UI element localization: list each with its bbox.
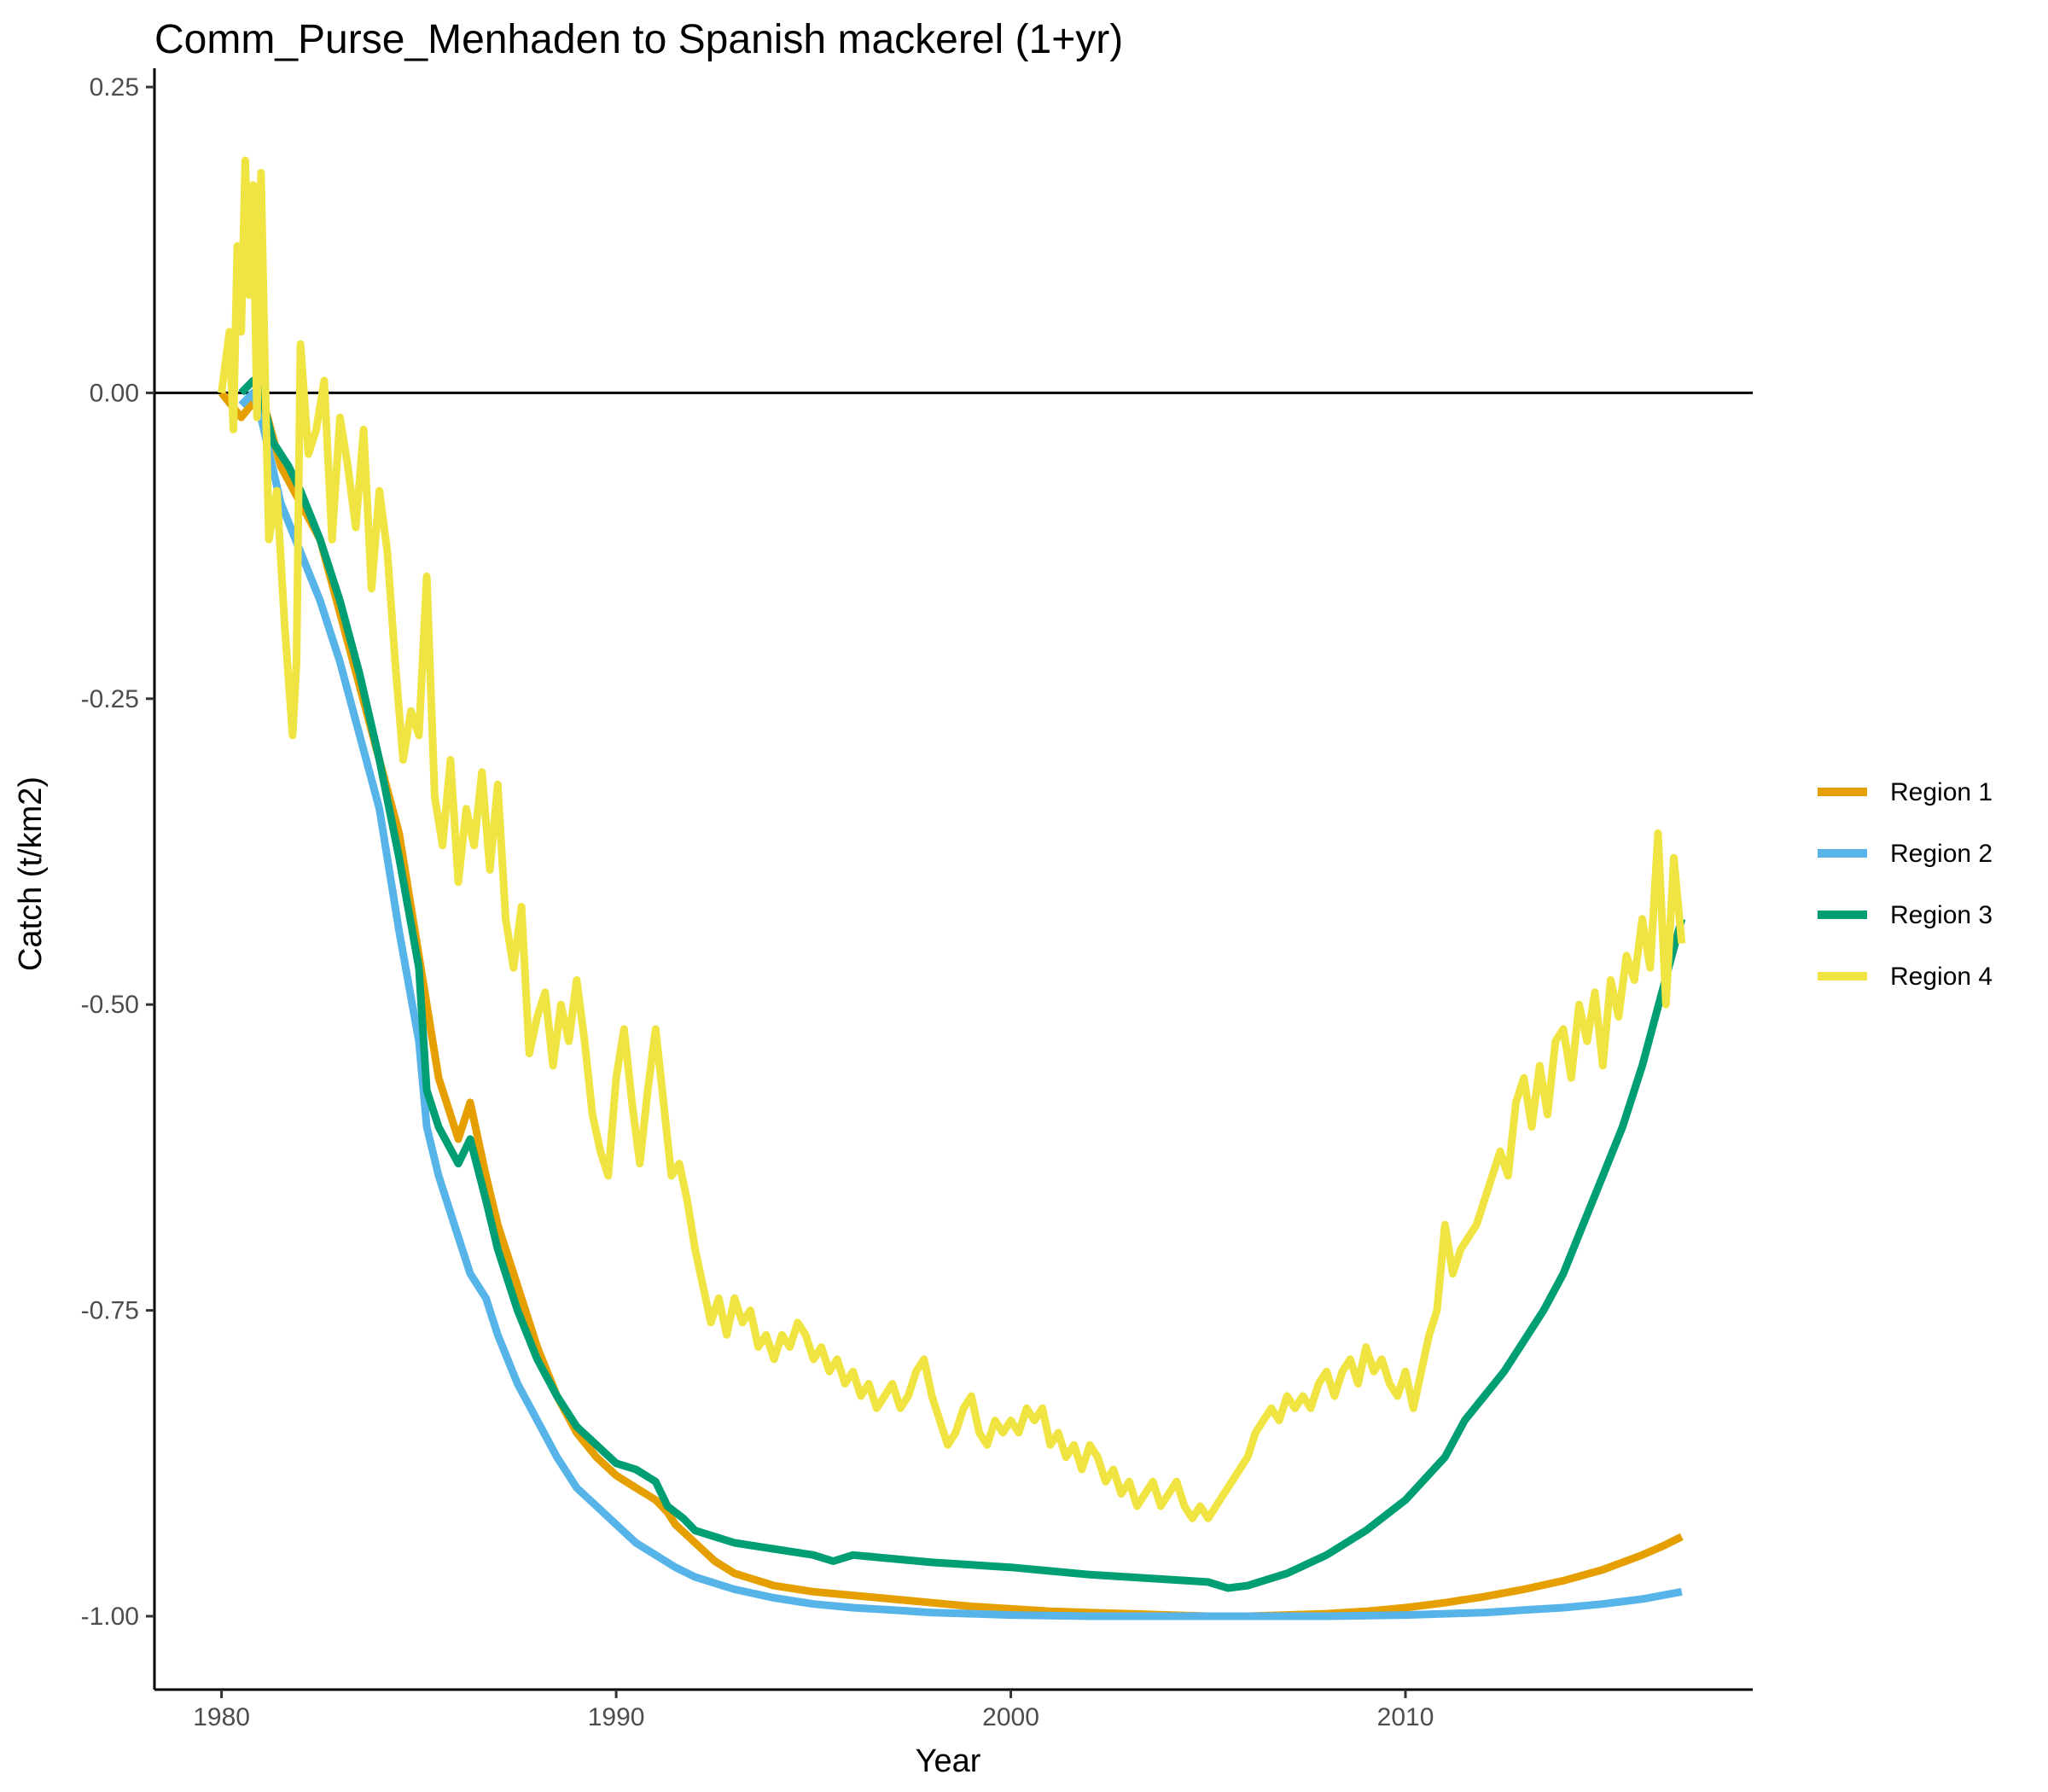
legend-label-region-4: Region 4 bbox=[1890, 963, 1993, 991]
y-tick-label: -0.25 bbox=[81, 685, 139, 713]
x-tick-label: 1990 bbox=[588, 1703, 645, 1731]
y-tick-label: -0.50 bbox=[81, 991, 139, 1019]
x-tick-label: 2000 bbox=[982, 1703, 1039, 1731]
chart-title: Comm_Purse_Menhaden to Spanish mackerel … bbox=[154, 17, 1123, 62]
series-line-region-2 bbox=[238, 388, 1683, 1620]
y-tick-label: -0.75 bbox=[81, 1297, 139, 1325]
series-line-region-1 bbox=[218, 388, 1684, 1620]
legend: Region 1 Region 2 Region 3 Region 4 bbox=[1818, 778, 1993, 991]
legend-label-region-3: Region 3 bbox=[1890, 901, 1993, 929]
legend-label-region-2: Region 2 bbox=[1890, 840, 1993, 868]
x-axis-title: Year bbox=[916, 1743, 981, 1779]
plot-area: 0.25 0.00 -0.25 -0.50 -0.75 -1.00 1980 1990 2000… bbox=[81, 68, 1753, 1731]
y-axis-title: Catch (t/km2) bbox=[13, 777, 49, 971]
x-tick-label: 2010 bbox=[1377, 1703, 1434, 1731]
x-tick-label: 1980 bbox=[193, 1703, 250, 1731]
y-tick-label: 0.25 bbox=[90, 73, 139, 102]
series-line-region-4 bbox=[218, 156, 1686, 1522]
series-line-region-3 bbox=[238, 376, 1686, 1592]
y-tick-label: -1.00 bbox=[81, 1603, 139, 1631]
legend-label-region-1: Region 1 bbox=[1890, 778, 1993, 806]
y-tick-label: 0.00 bbox=[90, 379, 139, 407]
